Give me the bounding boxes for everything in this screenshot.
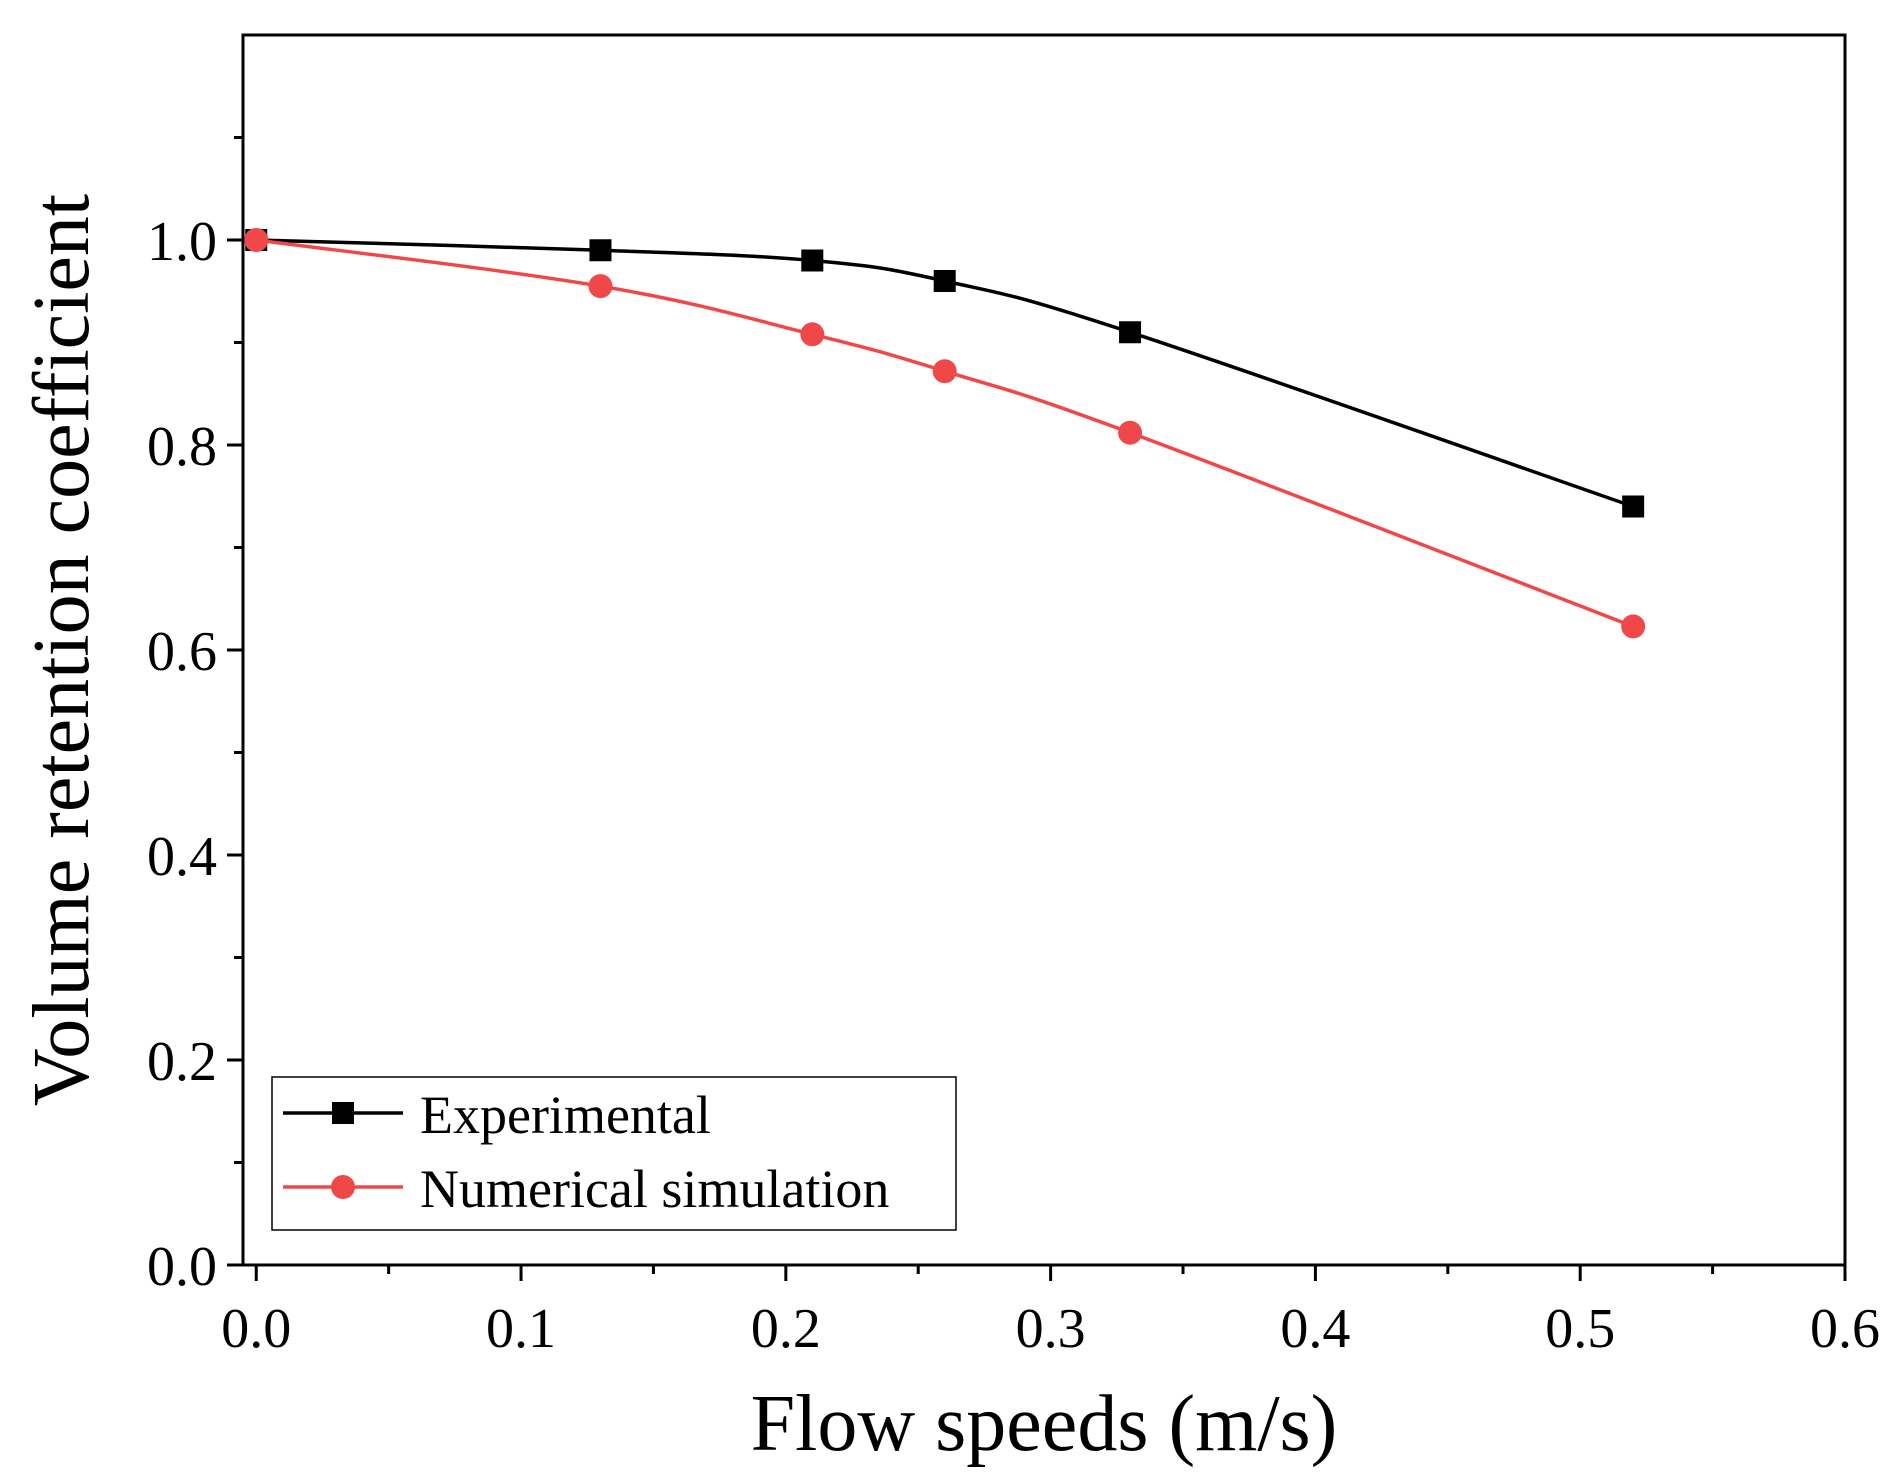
x-tick-label: 0.1 [486,1298,556,1360]
data-point [589,239,612,262]
data-point [801,249,824,272]
y-axis-label: Volume retention coefficient [18,194,106,1106]
legend-label: Experimental [420,1085,711,1145]
y-tick-label: 1.0 [147,211,217,273]
legend-box [271,1076,957,1231]
y-tick-label: 0.8 [147,416,217,478]
data-point [1622,495,1645,518]
legend-label: Numerical simulation [420,1159,889,1219]
data-point [588,274,613,299]
data-point [800,322,825,347]
x-axis: 0.0 0.1 0.2 0.3 0.4 0.5 0.6 [221,1265,1880,1360]
y-tick-label: 0.2 [147,1031,217,1093]
legend-marker [332,1102,354,1124]
series-numerical-simulation [244,228,1646,639]
series-line [256,238,1634,509]
x-tick-label: 0.0 [221,1298,291,1360]
series-line [256,238,1634,629]
legend: Experimental Numerical simulation [271,1076,957,1231]
data-point [1119,321,1142,344]
x-tick-label: 0.4 [1280,1298,1350,1360]
x-tick-label: 0.5 [1545,1298,1615,1360]
data-point [244,228,269,252]
y-axis: 0.0 0.2 0.4 0.6 0.8 1.0 [147,136,243,1298]
data-point [1118,420,1143,445]
x-tick-label: 0.3 [1016,1298,1086,1360]
x-tick-label: 0.6 [1810,1298,1880,1360]
x-tick-label: 0.2 [751,1298,821,1360]
x-axis-label: Flow speeds (m/s) [751,1380,1338,1468]
y-tick-label: 0.0 [147,1236,217,1298]
y-tick-label: 0.4 [147,826,217,888]
series-layer [244,228,1646,639]
data-point [932,359,957,384]
y-tick-label: 0.6 [147,621,217,683]
legend-marker [331,1175,355,1199]
data-point [933,270,956,292]
data-point [1621,614,1646,639]
